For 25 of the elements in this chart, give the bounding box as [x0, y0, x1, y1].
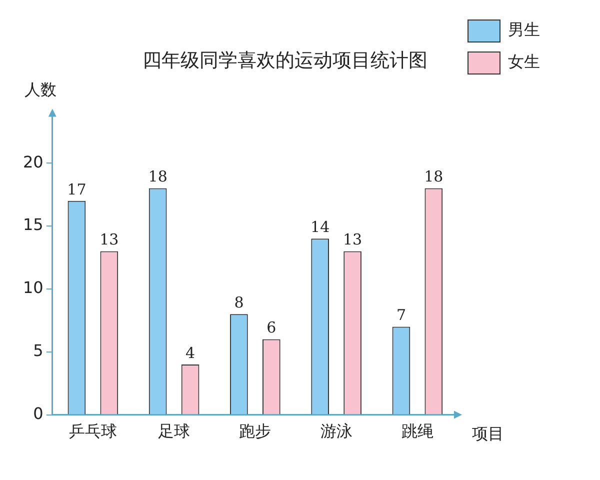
- legend-label: 男生: [508, 20, 540, 40]
- y-tick-label: 15: [23, 215, 44, 234]
- y-tick-label: 10: [23, 278, 44, 298]
- x-tick-label: 乒乓球: [68, 422, 117, 441]
- data-label: 18: [148, 168, 168, 186]
- chart-title: 四年级同学喜欢的运动项目统计图: [142, 49, 428, 72]
- data-label: 7: [396, 306, 406, 324]
- x-tick-label: 足球: [158, 422, 190, 441]
- x-tick-label: 游泳: [320, 422, 352, 441]
- y-tick-label: 0: [33, 404, 44, 423]
- data-label: 8: [234, 294, 244, 312]
- legend-label: 女生: [508, 52, 540, 72]
- data-label: 4: [186, 344, 196, 362]
- x-axis-title: 项目: [472, 424, 504, 443]
- x-tick-label: 跳绳: [401, 422, 434, 441]
- data-label: 13: [100, 230, 119, 249]
- data-label: 6: [266, 318, 276, 337]
- data-label: 17: [67, 180, 86, 198]
- y-tick-label: 5: [33, 341, 44, 360]
- data-label: 14: [310, 218, 330, 236]
- y-tick-label: 20: [23, 152, 44, 172]
- y-axis-title: 人数: [24, 80, 56, 99]
- x-tick-label: 跑步: [239, 422, 272, 441]
- data-label: 13: [342, 230, 362, 249]
- data-label: 18: [424, 168, 444, 186]
